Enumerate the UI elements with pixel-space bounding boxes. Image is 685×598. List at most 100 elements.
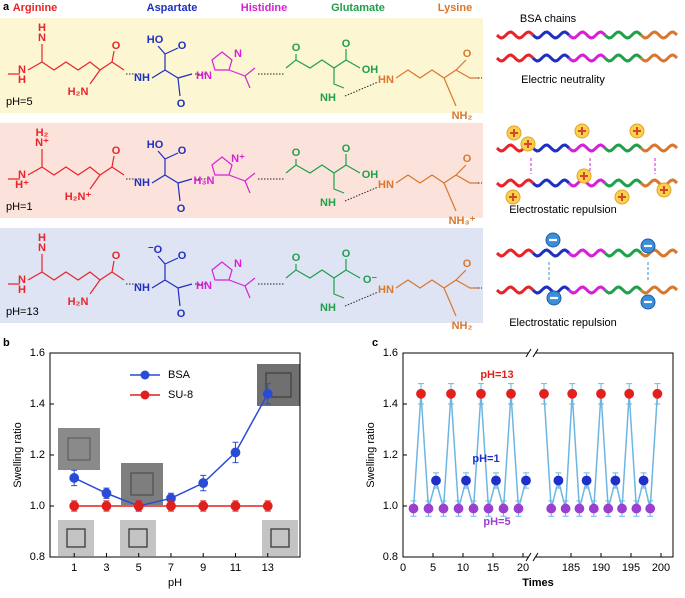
chain-segment — [495, 248, 535, 258]
atom: N — [18, 169, 26, 181]
marker — [539, 388, 549, 399]
ph-label: pH=1 — [6, 201, 33, 213]
atom: NH — [320, 302, 336, 314]
series-annotation: pH=5 — [483, 516, 510, 528]
chain-segment — [531, 53, 571, 63]
chain-segment — [567, 285, 607, 295]
axis-break-gap — [529, 555, 535, 559]
marker — [438, 503, 449, 514]
chain-segment — [603, 143, 643, 153]
chain-pair: Electrostatic repulsion — [495, 123, 679, 216]
atom: H⁺ — [15, 179, 29, 191]
marker — [230, 447, 241, 458]
atom: H — [38, 232, 46, 244]
panel-label: c — [372, 337, 378, 349]
atom: N⁺ — [35, 137, 49, 149]
axis-break-gap — [529, 351, 535, 355]
legend-label: BSA — [168, 369, 191, 381]
y-tick-label: 1.2 — [383, 449, 398, 461]
atom: NH₃⁺ — [449, 215, 476, 227]
backbone — [211, 261, 256, 299]
atom: O — [112, 250, 121, 262]
atom: O — [177, 203, 186, 215]
backbone — [285, 259, 361, 299]
chain-segment — [495, 285, 535, 295]
atom: H₂N — [68, 296, 89, 308]
chain-segment — [531, 178, 571, 188]
chain-segment — [639, 248, 679, 258]
x-tick-label: 7 — [168, 562, 174, 574]
legend-label: SU-8 — [168, 389, 193, 401]
atom: O⁻ — [363, 274, 378, 286]
chain-segment — [603, 53, 643, 63]
micrograph — [121, 463, 163, 505]
micrograph-square — [130, 472, 154, 496]
atom: O — [342, 248, 351, 260]
marker — [596, 388, 606, 399]
backbone — [395, 269, 478, 317]
series-annotation: pH=1 — [472, 453, 499, 465]
marker — [521, 475, 531, 486]
atom: NH — [134, 177, 150, 189]
x-tick-label: 3 — [103, 562, 109, 574]
atom: O — [178, 250, 187, 262]
marker — [624, 388, 635, 399]
chain-caption: Electrostatic repulsion — [509, 317, 617, 329]
marker — [101, 488, 112, 499]
chain-segment — [531, 143, 571, 153]
marker — [431, 475, 441, 486]
marker — [166, 501, 176, 511]
chain-caption: Electrostatic repulsion — [509, 204, 617, 216]
chain-segment — [567, 30, 607, 40]
x-tick-label: 20 — [517, 562, 529, 574]
chain-segment — [531, 30, 571, 40]
marker — [69, 501, 80, 511]
charge-sign — [509, 193, 517, 201]
x-tick-label: 15 — [487, 562, 499, 574]
atom: O — [463, 258, 472, 270]
chain-segment — [495, 53, 535, 63]
chain-pair: Electric neutrality — [495, 30, 679, 86]
chain-segment — [639, 53, 679, 63]
atom: O — [463, 153, 472, 165]
atom: O — [292, 147, 301, 159]
x-tick-label: 190 — [592, 562, 610, 574]
series-annotation: pH=13 — [480, 369, 513, 381]
x-axis-label: pH — [168, 577, 182, 589]
chain-segment — [567, 53, 607, 63]
atom: H₂N⁺ — [65, 191, 92, 203]
atom: H — [38, 22, 46, 34]
panel-label: b — [3, 337, 10, 349]
x-tick-label: 13 — [262, 562, 274, 574]
chain-segment — [603, 285, 643, 295]
x-tick-label: 5 — [136, 562, 142, 574]
atom: NH — [320, 92, 336, 104]
charge-sign — [580, 172, 588, 180]
chain-segment — [567, 248, 607, 258]
backbone — [395, 59, 478, 107]
chain-segment — [639, 143, 679, 153]
atom: HO — [147, 34, 164, 46]
marker — [262, 388, 273, 399]
marker — [483, 503, 494, 514]
marker — [230, 501, 241, 511]
marker — [652, 388, 663, 399]
chain-segment — [603, 178, 643, 188]
row-background — [0, 123, 483, 218]
marker — [631, 503, 642, 514]
atom: OH — [362, 64, 379, 76]
marker — [198, 501, 209, 511]
atom: O — [178, 145, 187, 157]
atom: O — [177, 98, 186, 110]
x-tick-label: 10 — [457, 562, 469, 574]
x-tick-label: 0 — [400, 562, 406, 574]
chain-segment — [531, 285, 571, 295]
atom: NH — [134, 282, 150, 294]
marker — [476, 388, 486, 399]
axis-break-mark — [525, 552, 539, 562]
panel-label: a — [3, 1, 10, 13]
atom: O — [463, 48, 472, 60]
